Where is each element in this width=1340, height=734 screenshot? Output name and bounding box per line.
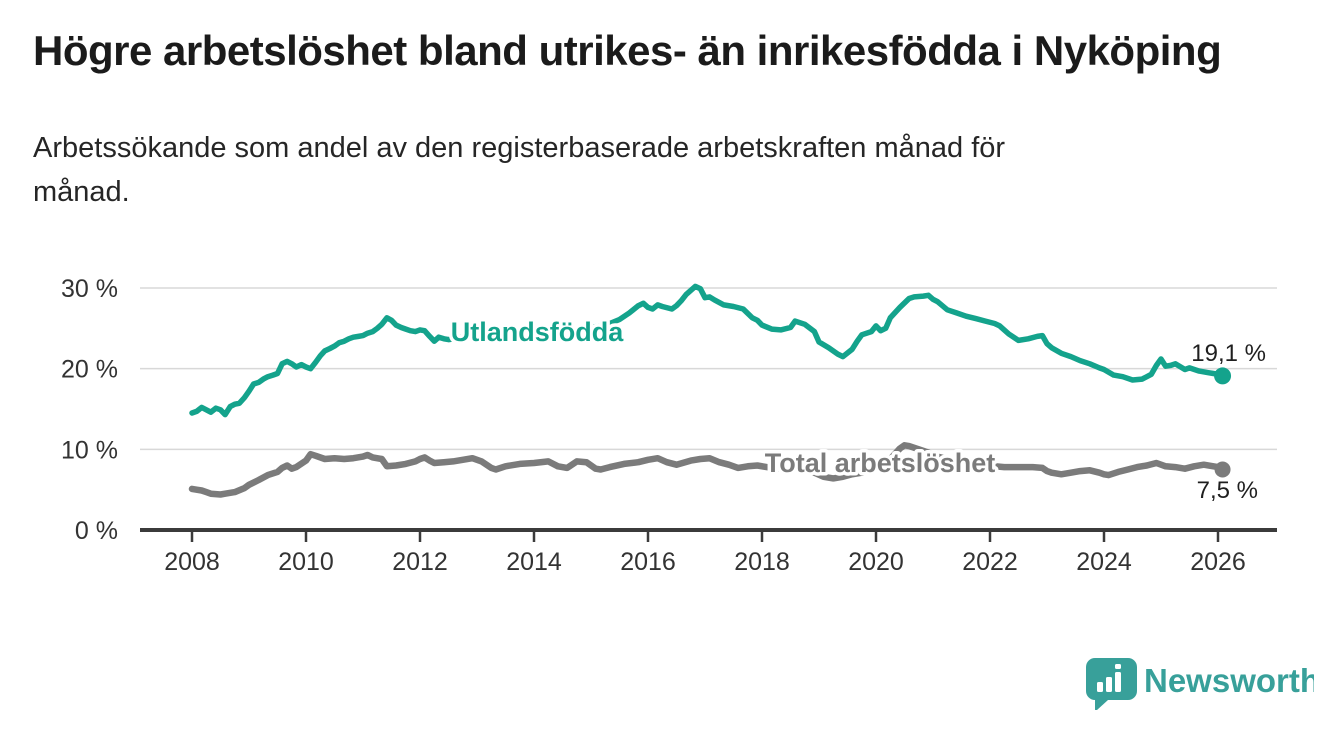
series-label-utlandsfodda: Utlandsfödda xyxy=(451,317,624,347)
x-axis-label: 2010 xyxy=(278,548,334,576)
x-axis-label: 2014 xyxy=(506,548,562,576)
x-axis-label: 2022 xyxy=(962,548,1018,576)
subtitle-line-2: månad. xyxy=(33,176,130,208)
x-axis-label: 2012 xyxy=(392,548,448,576)
page-title: Högre arbetslöshet bland utrikes- än inr… xyxy=(33,27,1222,74)
logo-bar-1 xyxy=(1097,682,1103,692)
logo-exclamation-dot xyxy=(1115,664,1121,669)
page-subtitle: Arbetssökande som andel av den registerb… xyxy=(33,126,1263,214)
newsworthy-logo-icon xyxy=(1086,658,1137,710)
x-axis-label: 2020 xyxy=(848,548,904,576)
x-axis-label: 2008 xyxy=(164,548,220,576)
logo-bar-3 xyxy=(1115,672,1121,692)
y-axis-label: 0 % xyxy=(75,517,118,545)
series-line-utlandsfodda xyxy=(189,283,1226,418)
y-axis-label: 10 % xyxy=(61,436,118,464)
x-axis-label: 2026 xyxy=(1190,548,1246,576)
newsworthy-logo: Newsworthy xyxy=(1086,658,1314,710)
series-line-total xyxy=(188,442,1226,498)
series-end-dot-total xyxy=(1214,461,1231,478)
subtitle-line-1: Arbetssökande som andel av den registerb… xyxy=(33,132,1006,164)
newsworthy-logo-text: Newsworthy xyxy=(1144,662,1314,699)
y-axis-label: 30 % xyxy=(61,275,118,303)
series-label-total: Total arbetslöshet xyxy=(765,448,996,478)
logo-bar-2 xyxy=(1106,677,1112,692)
x-axis-label: 2024 xyxy=(1076,548,1132,576)
series-end-value-total: 7,5 % xyxy=(1197,477,1258,504)
x-axis-label: 2016 xyxy=(620,548,676,576)
series-end-dot-utlandsfodda xyxy=(1214,367,1232,385)
series-end-value-utlandsfodda: 19,1 % xyxy=(1191,340,1266,367)
y-axis-label: 20 % xyxy=(61,356,118,384)
x-axis-label: 2018 xyxy=(734,548,790,576)
